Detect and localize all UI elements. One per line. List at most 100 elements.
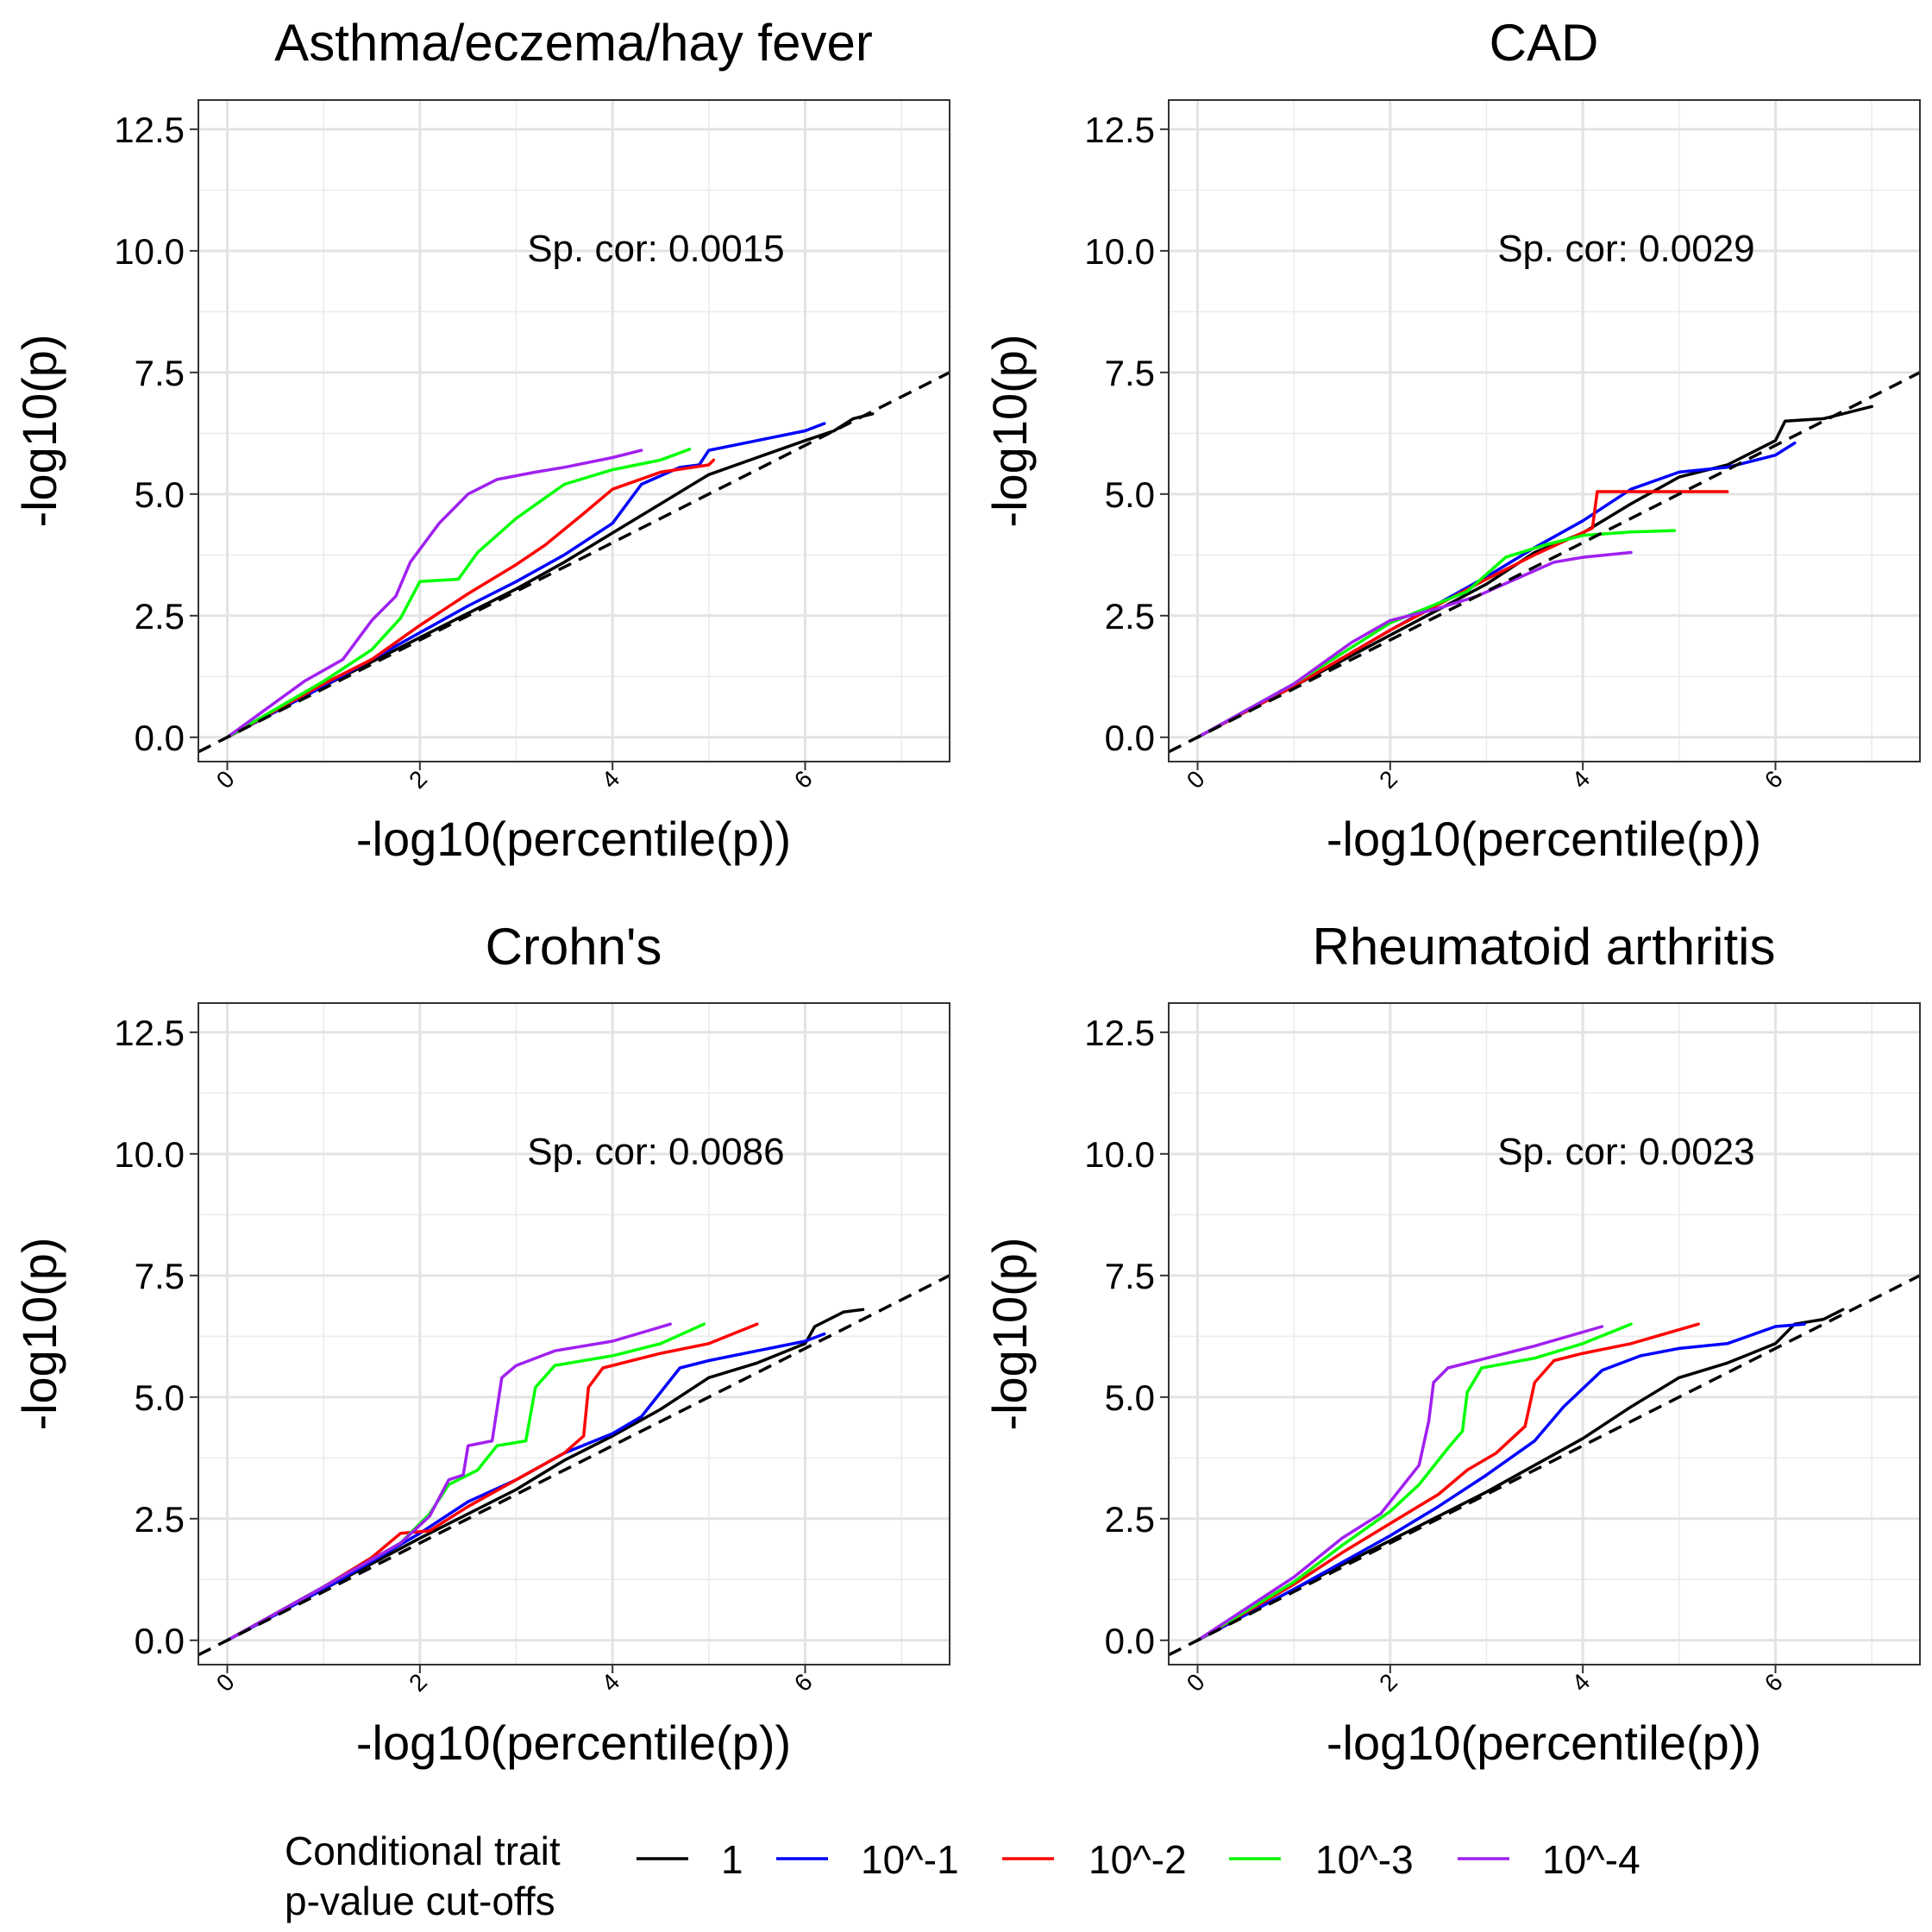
reference-diagonal-line	[1169, 1274, 1920, 1657]
y-tick-label: 12.5	[114, 1013, 185, 1053]
y-tick-label: 5.0	[135, 474, 185, 515]
y-tick-label: 2.5	[135, 1499, 185, 1540]
y-tick-label: 12.5	[1084, 110, 1155, 150]
x-tick-label: 0	[211, 1668, 240, 1697]
y-tick-label: 10.0	[114, 231, 185, 272]
y-tick-label: 0.0	[1105, 718, 1155, 758]
x-tick-label: 0	[1182, 765, 1210, 794]
series-line-10^-3	[1195, 529, 1677, 739]
spearman-correlation-annotation: Sp. cor: 0.0086	[527, 1131, 784, 1173]
series-group	[198, 371, 950, 754]
y-tick-label: 2.5	[1105, 596, 1155, 637]
reference-diagonal-line	[1169, 371, 1920, 754]
series-line-10^-2	[1195, 490, 1729, 739]
y-tick-label: 7.5	[1105, 353, 1155, 393]
y-tick-label: 0.0	[135, 718, 185, 758]
x-tick-label: 2	[404, 765, 432, 794]
chart-panel-4: 0.0 2.5 5.0 7.5 10.0 12.5 0 2 4 6 Rheumatoid arthr…	[982, 918, 1921, 1770]
series-line-10^-4	[1195, 550, 1633, 739]
plot-background	[1169, 100, 1920, 762]
legend-entry-label: 10^-2	[1088, 1837, 1187, 1882]
series-line-1	[225, 412, 875, 739]
y-tick-label: 7.5	[1105, 1256, 1155, 1296]
series-line-10^-1	[225, 422, 826, 739]
x-tick-label: 4	[1566, 1668, 1595, 1697]
series-line-10^-1	[1195, 1322, 1806, 1642]
legend: Conditional trait p-value cut-offs 1 10^-1 1…	[285, 1828, 1640, 1923]
x-tick-label: 0	[1182, 1668, 1210, 1697]
x-tick-label: 6	[789, 1668, 818, 1697]
x-tick-label: 2	[404, 1668, 432, 1697]
chart-panel-2: 0.0 2.5 5.0 7.5 10.0 12.5 0 2 4 6 CAD -log10(percen…	[982, 14, 1921, 866]
x-tick-label: 6	[789, 765, 818, 794]
series-line-1	[1195, 405, 1873, 739]
legend-entry-label: 10^-1	[861, 1837, 959, 1882]
y-tick-label: 10.0	[1084, 1134, 1155, 1175]
panel-title: Asthma/eczema/hay fever	[274, 14, 873, 72]
gridlines	[198, 1003, 950, 1665]
x-axis-title: -log10(percentile(p))	[356, 812, 791, 866]
plot-border	[1168, 1002, 1921, 1665]
spearman-correlation-annotation: Sp. cor: 0.0029	[1497, 228, 1754, 270]
legend-title-line-1: Conditional trait	[285, 1828, 561, 1873]
y-tick-label: 12.5	[1084, 1013, 1155, 1053]
y-tick-label: 10.0	[114, 1134, 185, 1175]
y-tick-label: 5.0	[1105, 1377, 1155, 1418]
spearman-correlation-annotation: Sp. cor: 0.0023	[1497, 1131, 1754, 1173]
y-tick-label: 5.0	[1105, 474, 1155, 515]
series-group	[1169, 371, 1920, 754]
series-line-10^-2	[225, 1322, 759, 1642]
plot-border	[1168, 99, 1921, 762]
x-tick-label: 4	[596, 1668, 624, 1697]
plot-background	[1169, 1003, 1920, 1665]
spearman-correlation-annotation: Sp. cor: 0.0015	[527, 228, 784, 270]
y-tick-label: 7.5	[135, 353, 185, 393]
x-axis-title: -log10(percentile(p))	[1327, 1716, 1761, 1770]
plot-border	[198, 1002, 950, 1665]
reference-diagonal-line	[198, 1274, 950, 1657]
y-tick-label: 7.5	[135, 1256, 185, 1296]
gridlines	[198, 100, 950, 762]
y-tick-label: 5.0	[135, 1377, 185, 1418]
series-line-1	[225, 1308, 865, 1642]
series-line-10^-3	[1195, 1322, 1633, 1642]
y-tick-label: 2.5	[1105, 1499, 1155, 1540]
y-axis-title: -log10(p)	[982, 1237, 1037, 1430]
legend-entry-label: 1	[721, 1837, 743, 1882]
series-line-10^-2	[225, 458, 716, 739]
x-tick-label: 6	[1760, 1668, 1788, 1697]
x-tick-label: 0	[211, 765, 240, 794]
y-tick-label: 0.0	[1105, 1621, 1155, 1661]
x-tick-label: 2	[1374, 1668, 1402, 1697]
x-tick-label: 4	[1566, 765, 1595, 794]
x-tick-label: 4	[596, 765, 624, 794]
plot-background	[198, 100, 950, 762]
y-tick-label: 2.5	[135, 596, 185, 637]
panel-title: CAD	[1490, 14, 1599, 72]
y-tick-label: 10.0	[1084, 231, 1155, 272]
series-line-10^-2	[1195, 1322, 1700, 1642]
series-line-10^-3	[225, 448, 692, 739]
legend-entry-label: 10^-3	[1315, 1837, 1414, 1882]
x-axis-title: -log10(percentile(p))	[1327, 812, 1761, 866]
chart-panel-1: 0.0 2.5 5.0 7.5 10.0 12.5 0 2 4 6 Asthma/eczema/ha…	[12, 14, 950, 866]
legend-entry-label: 10^-4	[1542, 1837, 1640, 1882]
series-line-10^-4	[1195, 1325, 1604, 1642]
y-tick-label: 0.0	[135, 1621, 185, 1661]
y-tick-label: 12.5	[114, 110, 185, 150]
series-group	[198, 1274, 950, 1657]
plot-border	[198, 99, 950, 762]
gridlines	[1169, 1003, 1920, 1665]
legend-title-line-2: p-value cut-offs	[285, 1879, 555, 1923]
panel-title: Crohn's	[486, 918, 662, 975]
chart-panel-3: 0.0 2.5 5.0 7.5 10.0 12.5 0 2 4 6 Crohn's -log10(pe…	[12, 918, 950, 1770]
x-tick-label: 2	[1374, 765, 1402, 794]
y-axis-title: -log10(p)	[12, 1237, 66, 1430]
series-line-10^-4	[225, 1322, 672, 1642]
x-axis-title: -log10(percentile(p))	[356, 1716, 791, 1770]
y-axis-title: -log10(p)	[982, 334, 1037, 527]
panel-title: Rheumatoid arthritis	[1313, 918, 1776, 975]
gridlines	[1169, 100, 1920, 762]
plot-background	[198, 1003, 950, 1665]
